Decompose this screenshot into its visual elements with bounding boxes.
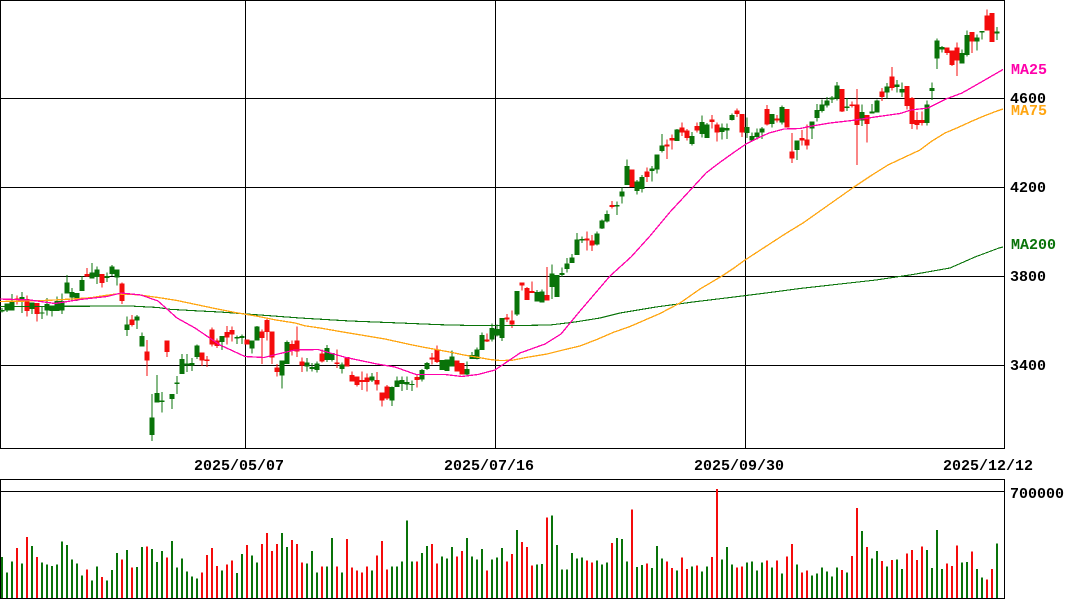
svg-text:2025/07/16: 2025/07/16 bbox=[444, 458, 534, 475]
svg-text:MA75: MA75 bbox=[1011, 103, 1047, 120]
svg-text:MA200: MA200 bbox=[1011, 237, 1056, 254]
svg-text:2025/05/07: 2025/05/07 bbox=[194, 458, 284, 475]
svg-text:3800: 3800 bbox=[1010, 269, 1046, 286]
svg-text:4200: 4200 bbox=[1010, 180, 1046, 197]
svg-text:3400: 3400 bbox=[1010, 358, 1046, 375]
svg-text:4600: 4600 bbox=[1010, 91, 1046, 108]
svg-text:2025/12/12: 2025/12/12 bbox=[943, 458, 1033, 475]
svg-text:MA25: MA25 bbox=[1011, 62, 1047, 79]
svg-text:2025/09/30: 2025/09/30 bbox=[694, 458, 784, 475]
svg-text:700000: 700000 bbox=[1010, 486, 1064, 503]
